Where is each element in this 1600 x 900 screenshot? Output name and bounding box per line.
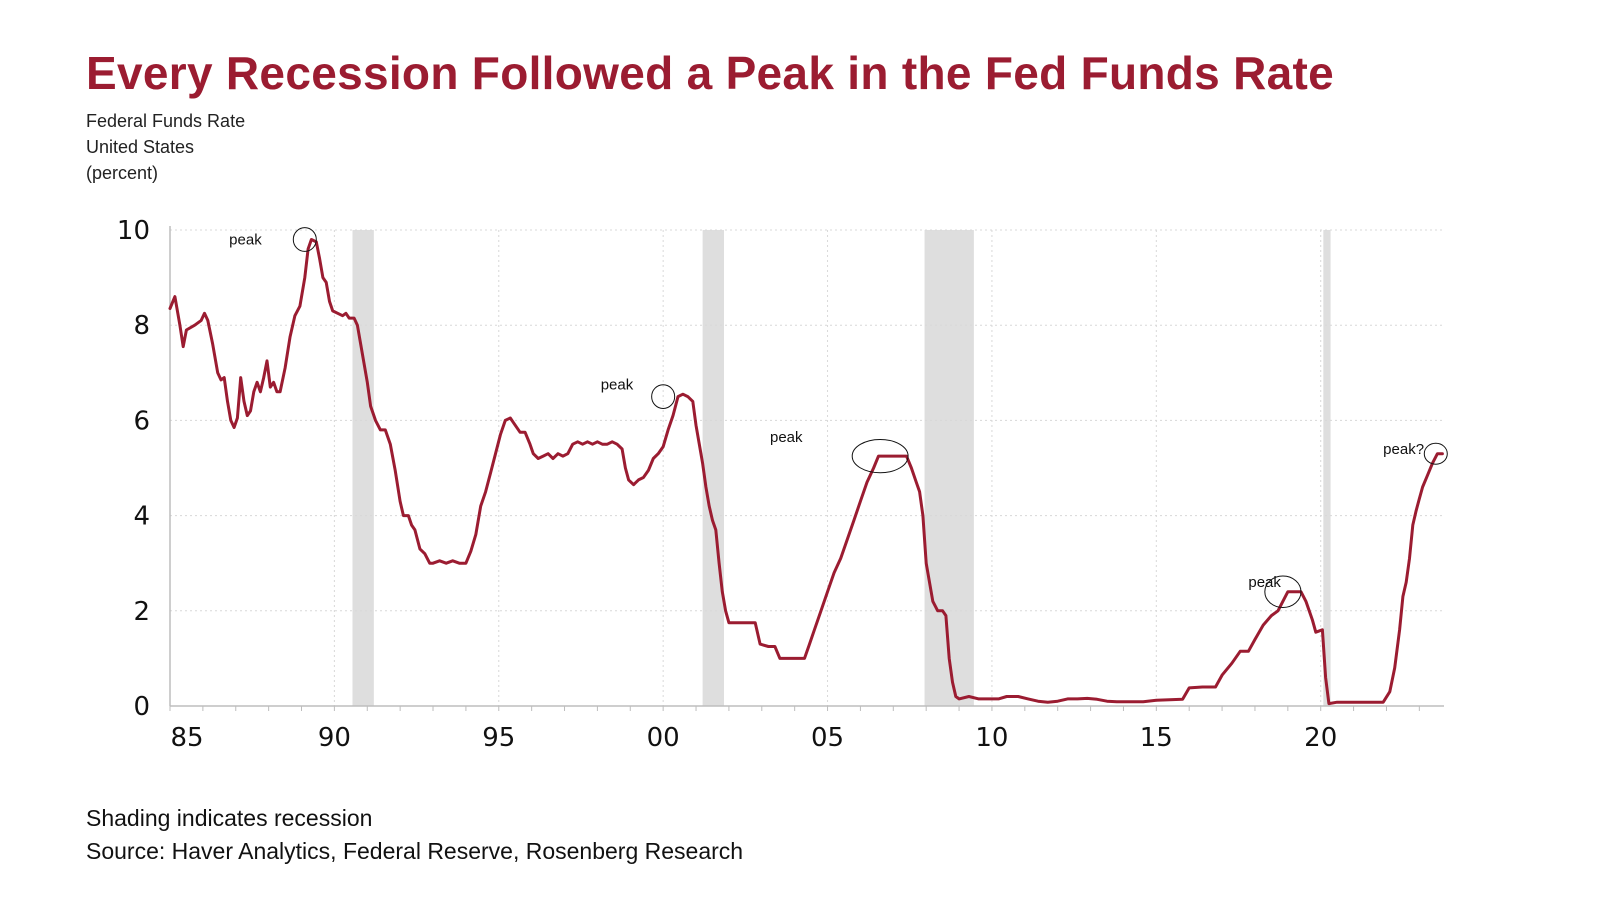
x-tick-label: 05 [811,723,844,753]
x-tick-label: 85 [170,723,203,753]
x-tick-label: 20 [1304,723,1337,753]
x-tick-label: 95 [482,723,515,753]
peak-label: peak [229,232,262,249]
series-layer [168,238,1444,706]
recession-band-1 [702,230,724,706]
x-tick-label: 10 [975,723,1008,753]
peak-annotations: peak peak peak peak peak? [229,227,1448,608]
x-tick-label: 15 [1140,723,1173,753]
axes: 0 2 4 6 8 10 85 90 95 00 05 10 15 20 [117,216,1444,753]
peak-annotation-4: peak? [1383,441,1448,465]
peak-marker-ellipse [292,227,317,252]
chart-footer: Shading indicates recession Source: Have… [86,802,743,868]
series-line-fed-funds-rate [168,238,1444,706]
recession-band-3 [1323,230,1331,706]
recession-shading [352,230,1331,706]
peak-annotation-1: peak [601,377,676,410]
recession-note: Shading indicates recession [86,805,373,831]
recession-band-2 [924,230,974,706]
peak-marker-ellipse [1423,442,1448,465]
peak-marker-ellipse [851,438,909,474]
peak-marker-ellipse [651,384,676,410]
peak-label: peak? [1383,441,1424,458]
recession-band-0 [352,230,374,706]
subtitle-unit: (percent) [86,163,159,183]
chart-title: Every Recession Followed a Peak in the F… [86,47,1335,99]
y-tick-label: 8 [133,311,150,341]
y-tick-label: 4 [133,502,150,532]
subtitle-region: United States [86,137,195,157]
y-tick-label: 0 [133,692,150,722]
peak-annotation-0: peak [229,227,317,252]
peak-label: peak [770,429,803,446]
x-tick-label: 90 [318,723,351,753]
peak-marker-ellipse [1264,575,1302,608]
peak-annotation-2: peak [770,429,909,474]
peak-label: peak [1248,574,1281,591]
y-tick-label: 2 [133,597,150,627]
peak-annotation-3: peak [1248,574,1302,608]
peak-label: peak [601,377,634,394]
x-tick-label: 00 [647,723,680,753]
y-tick-label: 10 [117,216,150,246]
source-note: Source: Haver Analytics, Federal Reserve… [86,838,744,864]
chart-subtitle: Federal Funds Rate United States (percen… [86,108,245,186]
y-tick-label: 6 [133,406,150,436]
subtitle-series-name: Federal Funds Rate [86,111,246,131]
